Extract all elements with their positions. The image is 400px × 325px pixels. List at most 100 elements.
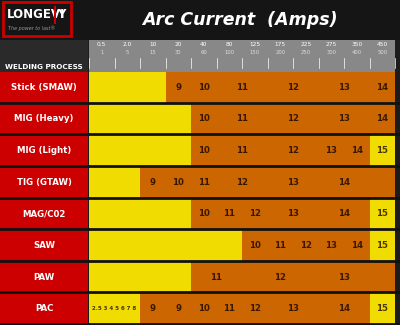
Text: MAG/C02: MAG/C02 <box>22 209 66 218</box>
Bar <box>318 135 344 166</box>
Text: SAW: SAW <box>33 241 55 250</box>
Bar <box>268 72 318 103</box>
Text: 15: 15 <box>376 146 388 155</box>
Bar <box>54 6 56 24</box>
Text: 11: 11 <box>198 178 210 187</box>
Bar <box>370 262 395 292</box>
Bar <box>344 230 370 261</box>
Bar <box>318 230 344 261</box>
Bar <box>0 0 400 40</box>
Bar <box>3 2 71 36</box>
Text: 500: 500 <box>377 50 387 56</box>
Text: 10: 10 <box>198 209 210 218</box>
Text: PAC: PAC <box>35 304 53 313</box>
Bar <box>0 230 88 261</box>
Bar <box>216 72 268 103</box>
Text: 14: 14 <box>351 241 363 250</box>
Text: The power to last®: The power to last® <box>8 25 55 31</box>
Text: 15: 15 <box>376 241 388 250</box>
Text: 40: 40 <box>200 43 208 47</box>
Text: 13: 13 <box>325 241 337 250</box>
Text: 11: 11 <box>236 146 248 155</box>
Text: 9: 9 <box>150 178 156 187</box>
Text: 14: 14 <box>338 178 350 187</box>
Text: 10: 10 <box>149 43 156 47</box>
Text: 11: 11 <box>236 83 248 92</box>
Text: 12: 12 <box>300 241 312 250</box>
Text: TIG (GTAW): TIG (GTAW) <box>16 178 72 187</box>
Bar <box>370 293 395 324</box>
Text: 10: 10 <box>198 83 210 92</box>
Text: MIG (Light): MIG (Light) <box>17 146 71 155</box>
Bar <box>318 104 370 134</box>
Text: 1: 1 <box>100 50 104 56</box>
Text: 12: 12 <box>287 83 299 92</box>
Bar <box>89 199 191 229</box>
Text: 15: 15 <box>376 304 388 313</box>
Text: 150: 150 <box>250 50 260 56</box>
Text: 225: 225 <box>300 43 311 47</box>
Bar <box>89 293 140 324</box>
Bar <box>293 230 318 261</box>
Text: 10: 10 <box>198 304 210 313</box>
Bar <box>89 104 191 134</box>
Bar <box>370 199 395 229</box>
Text: MIG (Heavy): MIG (Heavy) <box>14 114 74 124</box>
Bar <box>0 167 88 198</box>
Bar <box>0 262 88 292</box>
Bar <box>370 104 395 134</box>
Text: 275: 275 <box>326 43 337 47</box>
Bar <box>166 72 191 103</box>
Text: 11: 11 <box>274 241 286 250</box>
Bar <box>191 199 216 229</box>
Text: 12: 12 <box>236 178 248 187</box>
Bar <box>166 167 191 198</box>
Bar <box>191 72 216 103</box>
Text: 14: 14 <box>376 83 388 92</box>
Text: 125: 125 <box>249 43 260 47</box>
Text: 9: 9 <box>150 304 156 313</box>
Text: LONGEVI: LONGEVI <box>7 8 65 21</box>
Text: 9: 9 <box>175 83 181 92</box>
Bar <box>191 135 216 166</box>
Text: 300: 300 <box>326 50 336 56</box>
Text: PAW: PAW <box>33 273 55 281</box>
Text: 200: 200 <box>275 50 285 56</box>
Bar <box>268 104 318 134</box>
Text: 350: 350 <box>351 43 362 47</box>
Text: Stick (SMAW): Stick (SMAW) <box>11 83 77 92</box>
Text: 30: 30 <box>175 50 182 56</box>
Bar <box>318 262 370 292</box>
Bar <box>216 293 242 324</box>
Bar <box>0 293 88 324</box>
Bar <box>242 293 268 324</box>
Text: 10: 10 <box>172 178 184 187</box>
Text: 11: 11 <box>236 114 248 124</box>
Bar <box>140 293 166 324</box>
Text: 450: 450 <box>377 43 388 47</box>
Text: 2.0: 2.0 <box>122 43 132 47</box>
Text: 60: 60 <box>200 50 207 56</box>
Bar <box>191 293 216 324</box>
Bar <box>216 104 268 134</box>
Bar <box>216 135 268 166</box>
Bar <box>0 40 88 72</box>
Text: 9: 9 <box>175 304 181 313</box>
Bar <box>344 135 370 166</box>
Text: 11: 11 <box>223 209 235 218</box>
Bar <box>268 230 293 261</box>
Text: 12: 12 <box>249 304 261 313</box>
Bar <box>191 167 216 198</box>
Bar <box>370 72 395 103</box>
Bar <box>268 167 318 198</box>
Text: 12: 12 <box>249 209 261 218</box>
Bar <box>268 293 318 324</box>
Bar <box>0 135 88 166</box>
Text: 100: 100 <box>224 50 234 56</box>
Bar <box>370 135 395 166</box>
Text: Arc Current  (Amps): Arc Current (Amps) <box>142 11 338 29</box>
Bar <box>0 104 88 134</box>
Bar <box>216 167 268 198</box>
Bar <box>318 72 370 103</box>
Bar <box>0 199 88 229</box>
